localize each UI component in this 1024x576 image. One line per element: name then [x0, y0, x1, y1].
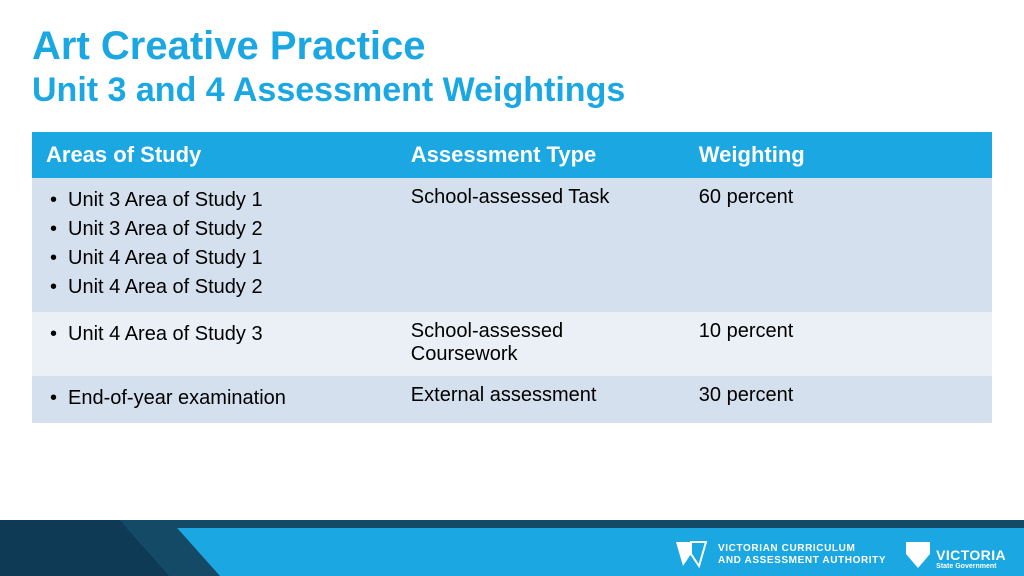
table-row: End-of-year examination External assessme… — [32, 376, 992, 423]
table-header-row: Areas of Study Assessment Type Weighting — [32, 132, 992, 178]
vcaa-shield-icon — [674, 540, 708, 570]
title-line2: Unit 3 and 4 Assessment Weightings — [32, 71, 992, 110]
victoria-wordmark: VICTORIA — [936, 547, 1006, 563]
vcaa-logo: VICTORIAN CURRICULUM AND ASSESSMENT AUTH… — [674, 540, 886, 570]
vcaa-text: VICTORIAN CURRICULUM AND ASSESSMENT AUTH… — [718, 543, 886, 567]
area-item: End-of-year examination — [46, 384, 383, 413]
cell-weighting: 10 percent — [685, 312, 992, 376]
slide: Art Creative Practice Unit 3 and 4 Asses… — [0, 0, 1024, 576]
weightings-table-wrap: Areas of Study Assessment Type Weighting… — [32, 132, 992, 423]
weightings-table: Areas of Study Assessment Type Weighting… — [32, 132, 992, 423]
footer-band: VICTORIAN CURRICULUM AND ASSESSMENT AUTH… — [0, 520, 1024, 576]
footer-corner-shapes — [0, 520, 260, 576]
cell-areas: End-of-year examination — [32, 376, 397, 423]
title-line1: Art Creative Practice — [32, 24, 992, 69]
cell-weighting: 60 percent — [685, 178, 992, 312]
cell-areas: Unit 3 Area of Study 1Unit 3 Area of Stu… — [32, 178, 397, 312]
footer-logos: VICTORIAN CURRICULUM AND ASSESSMENT AUTH… — [674, 540, 1006, 570]
col-header-assessment: Assessment Type — [397, 132, 685, 178]
vcaa-line2: AND ASSESSMENT AUTHORITY — [718, 555, 886, 567]
victoria-text-block: VICTORIA State Government — [936, 547, 1006, 570]
col-header-areas: Areas of Study — [32, 132, 397, 178]
cell-assessment: External assessment — [397, 376, 685, 423]
victoria-state-logo: VICTORIA State Government — [904, 540, 1006, 570]
area-item: Unit 4 Area of Study 1 — [46, 244, 383, 273]
cell-areas: Unit 4 Area of Study 3 — [32, 312, 397, 376]
area-item: Unit 4 Area of Study 2 — [46, 273, 383, 302]
col-header-weighting: Weighting — [685, 132, 992, 178]
vcaa-line1: VICTORIAN CURRICULUM — [718, 543, 886, 555]
table-row: Unit 3 Area of Study 1Unit 3 Area of Stu… — [32, 178, 992, 312]
area-item: Unit 3 Area of Study 2 — [46, 215, 383, 244]
area-item: Unit 3 Area of Study 1 — [46, 186, 383, 215]
content-area: Art Creative Practice Unit 3 and 4 Asses… — [0, 0, 1024, 423]
area-item: Unit 4 Area of Study 3 — [46, 320, 383, 349]
victoria-subtext: State Government — [936, 563, 1006, 570]
cell-assessment: School-assessed Coursework — [397, 312, 685, 376]
table-row: Unit 4 Area of Study 3 School-assessed Co… — [32, 312, 992, 376]
victoria-shield-icon — [904, 540, 932, 570]
cell-weighting: 30 percent — [685, 376, 992, 423]
cell-assessment: School-assessed Task — [397, 178, 685, 312]
